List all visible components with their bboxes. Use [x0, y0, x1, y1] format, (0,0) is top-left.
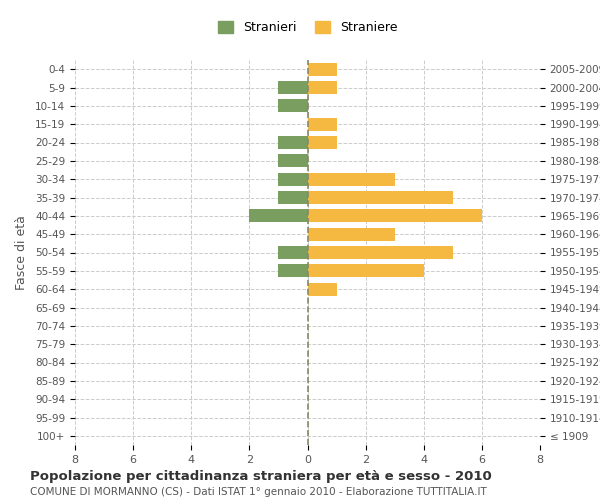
Bar [278, 191, 308, 204]
Bar [250, 210, 308, 222]
Bar [308, 173, 395, 186]
Bar [308, 118, 337, 130]
Bar [308, 191, 453, 204]
Bar [278, 81, 308, 94]
Bar [308, 210, 482, 222]
Bar [308, 63, 337, 76]
Bar [308, 264, 424, 277]
Bar [278, 246, 308, 259]
Bar [278, 154, 308, 167]
Bar [308, 228, 395, 240]
Legend: Stranieri, Straniere: Stranieri, Straniere [212, 16, 403, 39]
Bar [278, 264, 308, 277]
Text: COMUNE DI MORMANNO (CS) - Dati ISTAT 1° gennaio 2010 - Elaborazione TUTTITALIA.I: COMUNE DI MORMANNO (CS) - Dati ISTAT 1° … [30, 487, 487, 497]
Bar [308, 246, 453, 259]
Bar [308, 283, 337, 296]
Y-axis label: Fasce di età: Fasce di età [15, 215, 28, 290]
Text: Popolazione per cittadinanza straniera per età e sesso - 2010: Popolazione per cittadinanza straniera p… [30, 470, 492, 483]
Bar [308, 81, 337, 94]
Bar [278, 173, 308, 186]
Bar [278, 136, 308, 149]
Bar [308, 136, 337, 149]
Bar [278, 100, 308, 112]
